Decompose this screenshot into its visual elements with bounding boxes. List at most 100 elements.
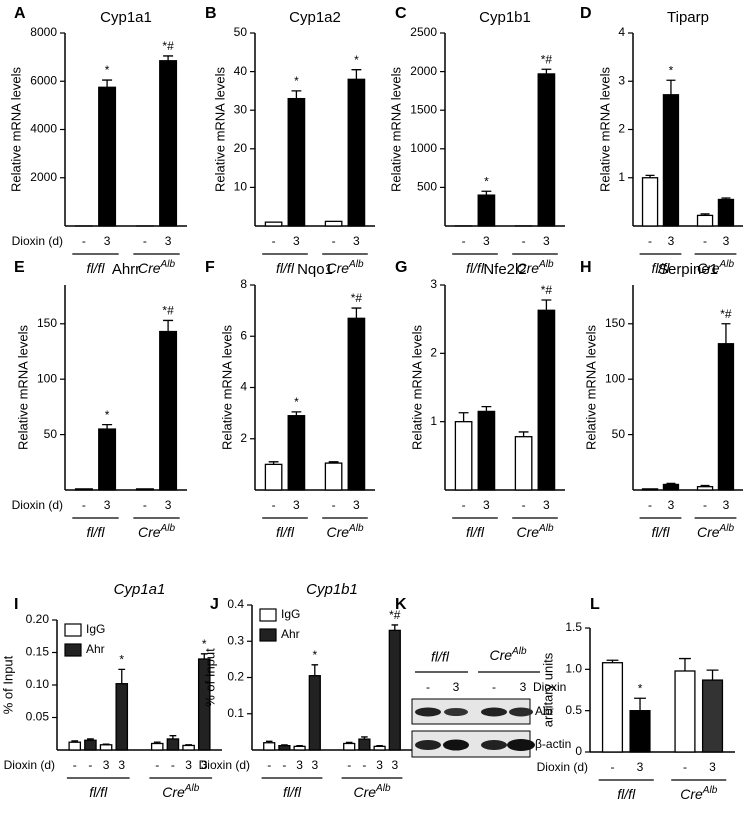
x-axis-label: Dioxin (d) bbox=[12, 234, 63, 248]
error-bar bbox=[391, 624, 399, 631]
x-tick-label: - bbox=[362, 758, 366, 772]
y-axis-label: Relative mRNA levels bbox=[583, 325, 598, 450]
panel-letter: D bbox=[580, 5, 592, 22]
group-name: Cre bbox=[516, 524, 539, 540]
group-label: fl/fl bbox=[617, 786, 636, 802]
y-tick-label: 2 bbox=[430, 346, 437, 360]
error-bar bbox=[102, 79, 113, 88]
group-name: fl/fl bbox=[87, 260, 106, 276]
bar bbox=[373, 745, 386, 751]
bar bbox=[347, 317, 366, 491]
error-bar bbox=[721, 197, 731, 200]
band bbox=[415, 707, 441, 717]
error-bar bbox=[153, 741, 161, 744]
chart-title: Cyp1b1 bbox=[479, 9, 531, 26]
x-tick-label: 3 bbox=[201, 758, 208, 772]
x-tick-label: 3 bbox=[723, 234, 730, 248]
error-bar bbox=[265, 740, 273, 743]
chart-title: Nfe2l2 bbox=[483, 261, 526, 278]
y-tick-label: 2 bbox=[240, 431, 247, 445]
bar bbox=[324, 220, 343, 227]
x-axis-label: Dioxin (d) bbox=[537, 760, 588, 774]
y-axis-label: arbitary units bbox=[540, 652, 555, 727]
y-tick-label: 1 bbox=[618, 170, 625, 184]
error-bar bbox=[291, 90, 302, 99]
x-tick-label: 3 bbox=[104, 498, 111, 512]
x-tick-label: 3 bbox=[668, 498, 675, 512]
bar bbox=[347, 78, 366, 227]
error-bar bbox=[721, 323, 731, 344]
error-bar bbox=[481, 405, 492, 412]
bar bbox=[454, 421, 473, 491]
y-axis-label: Relative mRNA levels bbox=[597, 67, 612, 192]
error-bar bbox=[291, 411, 302, 416]
panel-letter: B bbox=[205, 5, 217, 22]
y-tick-label: 500 bbox=[417, 180, 437, 194]
band bbox=[443, 739, 469, 751]
bar bbox=[278, 745, 291, 751]
significance-label: * bbox=[105, 408, 110, 422]
bar bbox=[263, 742, 276, 751]
error-bar bbox=[606, 659, 619, 663]
x-tick-label: 3 bbox=[103, 758, 110, 772]
x-tick-label: - bbox=[522, 234, 526, 248]
x-tick-label: 3 bbox=[353, 234, 360, 248]
y-tick-label: 0.5 bbox=[565, 703, 582, 717]
y-tick-label: 10 bbox=[234, 180, 248, 194]
x-tick-label: 3 bbox=[483, 234, 490, 248]
legend-swatch bbox=[259, 628, 277, 642]
group-name: Cre bbox=[489, 647, 512, 663]
significance-label: * bbox=[312, 648, 317, 662]
lane-label: - bbox=[492, 680, 496, 694]
group-name: Cre bbox=[138, 524, 161, 540]
y-axis-label: Relative mRNA levels bbox=[212, 67, 227, 192]
y-axis-label: % of Input bbox=[0, 655, 15, 714]
group-label: fl/fl bbox=[466, 524, 485, 540]
y-tick-label: 1 bbox=[430, 414, 437, 428]
significance-label: * bbox=[294, 74, 299, 88]
y-tick-label: 20 bbox=[234, 141, 248, 155]
error-bar bbox=[328, 461, 339, 464]
panel-letter: A bbox=[14, 5, 26, 22]
band bbox=[481, 740, 507, 750]
group-label: fl/fl bbox=[87, 260, 106, 276]
error-bar bbox=[458, 412, 469, 422]
x-tick-label: - bbox=[143, 498, 147, 512]
group-label: CreAlb bbox=[326, 523, 363, 540]
x-tick-label: - bbox=[155, 758, 159, 772]
group-sup: Alb bbox=[348, 523, 364, 534]
y-axis-label: % of Input bbox=[202, 648, 217, 707]
y-tick-label: 4000 bbox=[30, 122, 57, 136]
y-tick-label: 0.1 bbox=[227, 706, 244, 720]
x-tick-label: - bbox=[272, 234, 276, 248]
chart-title: Ahrr bbox=[112, 261, 140, 278]
y-tick-label: 2 bbox=[618, 122, 625, 136]
x-tick-label: - bbox=[462, 234, 466, 248]
band bbox=[509, 707, 533, 717]
group-label: fl/fl bbox=[466, 260, 485, 276]
x-tick-label: 3 bbox=[165, 234, 172, 248]
bar bbox=[537, 73, 556, 227]
legend-label: IgG bbox=[281, 607, 300, 621]
x-tick-label: - bbox=[282, 758, 286, 772]
error-bar bbox=[169, 735, 177, 739]
error-bar bbox=[351, 307, 362, 319]
x-tick-label: 3 bbox=[637, 760, 644, 774]
y-tick-label: 2500 bbox=[410, 25, 437, 39]
y-tick-label: 6000 bbox=[30, 73, 57, 87]
bar bbox=[662, 94, 680, 227]
bar bbox=[135, 488, 154, 491]
x-tick-label: - bbox=[522, 498, 526, 512]
group-label: fl/fl bbox=[89, 784, 108, 800]
significance-label: * bbox=[202, 637, 207, 651]
significance-label: * bbox=[294, 395, 299, 409]
bar bbox=[99, 744, 113, 751]
group-name: fl/fl bbox=[276, 524, 295, 540]
x-tick-label: 3 bbox=[104, 234, 111, 248]
group-label: CreAlb bbox=[516, 523, 553, 540]
y-tick-label: 2000 bbox=[410, 64, 437, 78]
bar bbox=[115, 683, 129, 751]
error-bar bbox=[118, 668, 126, 684]
bar bbox=[358, 738, 371, 751]
